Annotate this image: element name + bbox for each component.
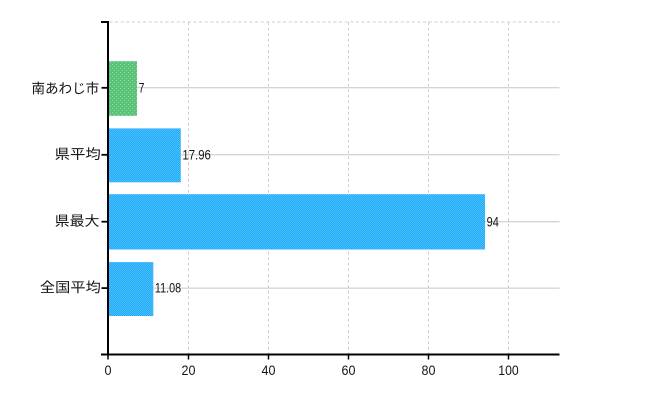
svg-text:20: 20: [182, 362, 196, 378]
svg-text:40: 40: [262, 362, 276, 378]
svg-text:100: 100: [498, 362, 519, 378]
svg-text:11.08: 11.08: [155, 280, 181, 296]
svg-text:60: 60: [342, 362, 356, 378]
svg-text:17.96: 17.96: [182, 146, 211, 162]
svg-text:80: 80: [422, 362, 436, 378]
svg-text:7: 7: [139, 79, 145, 95]
svg-text:94: 94: [487, 213, 499, 229]
svg-text:0: 0: [105, 362, 112, 378]
